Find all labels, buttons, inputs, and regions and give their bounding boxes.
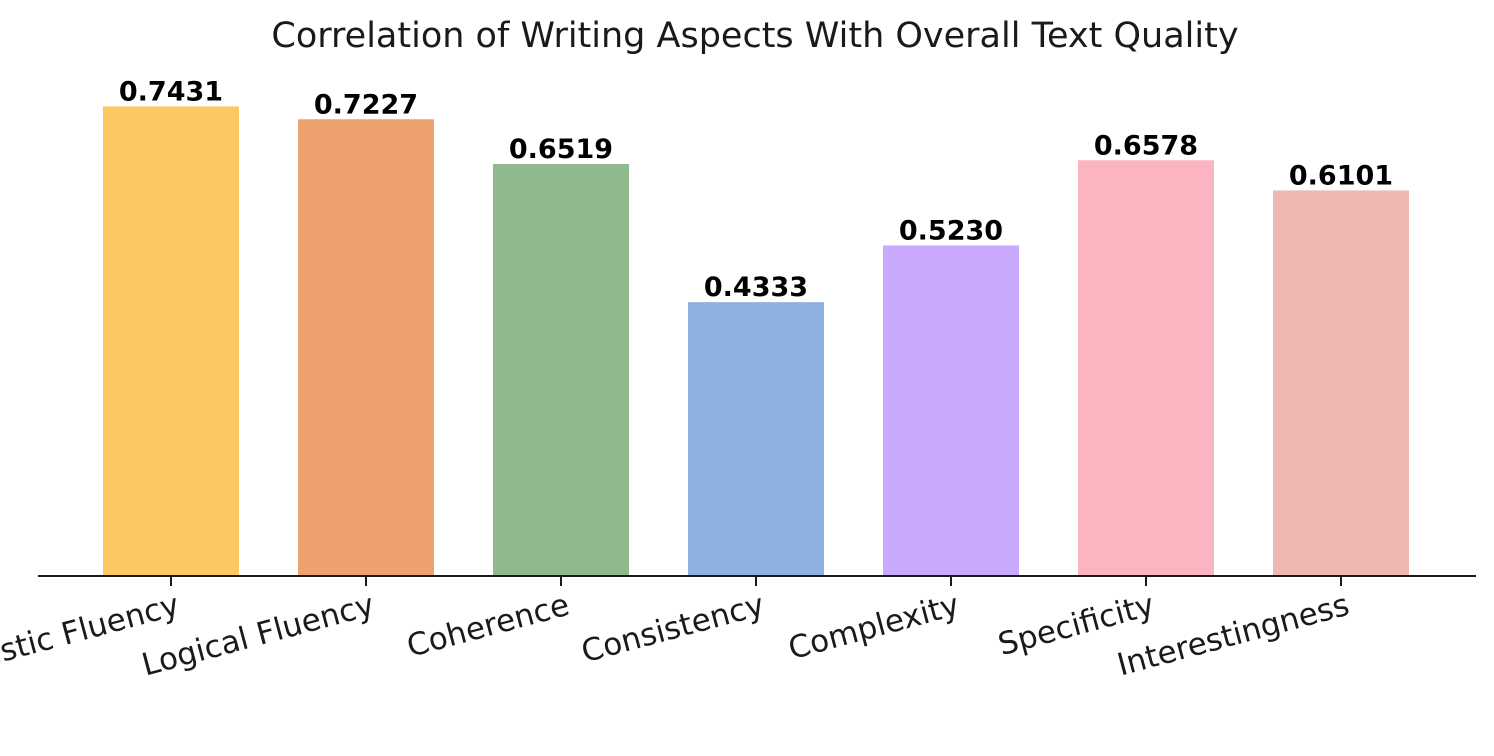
bar-linguistic-fluency bbox=[103, 106, 239, 576]
value-label-consistency: 0.4333 bbox=[704, 272, 808, 303]
chart-title: Correlation of Writing Aspects With Over… bbox=[271, 16, 1239, 56]
bar-consistency bbox=[688, 302, 824, 576]
bar-complexity bbox=[883, 245, 1019, 577]
bars-layer bbox=[103, 106, 1409, 577]
value-label-linguistic-fluency: 0.7431 bbox=[119, 76, 223, 107]
bar-interestingness bbox=[1273, 190, 1409, 576]
value-label-interestingness: 0.6101 bbox=[1289, 160, 1393, 191]
x-tick-label-coherence: Coherence bbox=[403, 587, 573, 665]
value-label-specificity: 0.6578 bbox=[1094, 130, 1198, 161]
bar-coherence bbox=[493, 163, 629, 576]
value-labels-layer: 0.7431 0.7227 0.6519 0.4333 0.5230 0.6578 0.61… bbox=[119, 76, 1393, 303]
bar-specificity bbox=[1078, 160, 1214, 577]
value-label-coherence: 0.6519 bbox=[509, 134, 613, 165]
x-tick-label-consistency: Consistency bbox=[578, 587, 768, 670]
bar-logical-fluency bbox=[298, 119, 434, 576]
x-tick-label-complexity: Complexity bbox=[785, 587, 963, 667]
value-label-logical-fluency: 0.7227 bbox=[314, 89, 418, 120]
value-label-complexity: 0.5230 bbox=[899, 215, 1003, 246]
